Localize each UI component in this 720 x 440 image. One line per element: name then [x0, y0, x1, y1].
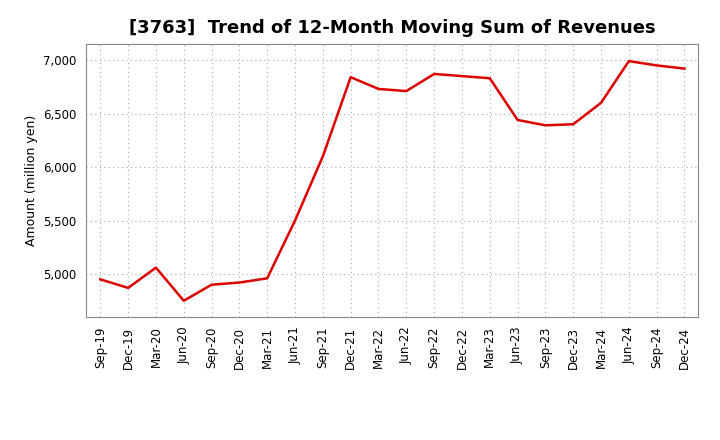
- Title: [3763]  Trend of 12-Month Moving Sum of Revenues: [3763] Trend of 12-Month Moving Sum of R…: [129, 19, 656, 37]
- Y-axis label: Amount (million yen): Amount (million yen): [24, 115, 37, 246]
